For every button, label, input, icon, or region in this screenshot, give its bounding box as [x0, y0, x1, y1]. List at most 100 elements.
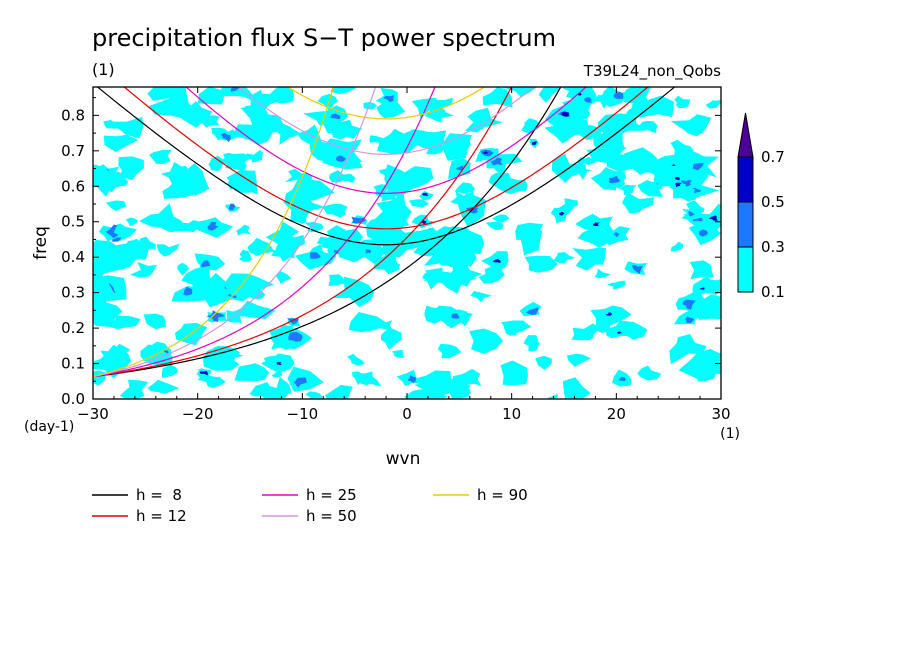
curve-symmetric-h12: [123, 87, 649, 230]
contour-fill-0.1: [437, 343, 462, 359]
chart-title: precipitation flux S−T power spectrum: [92, 24, 556, 52]
contour-fill-0.1: [232, 124, 274, 146]
contour-fill-0.1: [208, 155, 225, 172]
contour-fill-0.1: [485, 221, 504, 230]
contour-fill-0.1: [93, 370, 107, 386]
contour-fill-0.1: [670, 241, 684, 252]
contour-fill-0.3: [526, 307, 539, 315]
contour-fill-0.3: [455, 165, 464, 171]
contour-fill-0.1: [547, 393, 559, 399]
contour-fill-0.5: [421, 192, 429, 196]
contour-fill-0.1: [687, 183, 720, 200]
contour-fill-0.1: [492, 214, 510, 223]
x-axis-label: wvn: [386, 449, 421, 469]
contour-fill-0.1: [692, 276, 719, 297]
contour-fill-0.1: [183, 220, 200, 233]
contour-fill-0.3: [699, 229, 709, 237]
contour-fill-0.1: [323, 120, 363, 139]
contour-fill-0.3: [631, 264, 643, 275]
contour-fill-0.3: [618, 376, 627, 382]
contour-fill-0.1: [562, 98, 592, 122]
contour-fill-0.1: [147, 87, 189, 110]
contour-fill-0.1: [273, 123, 300, 145]
colorbar-label: 0.3: [761, 238, 785, 256]
contour-fill-0.1: [366, 209, 410, 246]
chart-subtitle-left: (1): [92, 60, 115, 79]
contour-fill-0.3: [221, 132, 231, 143]
contour-fill-0.5: [483, 151, 489, 154]
y-tick-label: 0.3: [61, 284, 85, 302]
contour-fill-0.1: [571, 323, 599, 341]
contour-fill-0.1: [496, 180, 519, 193]
contour-fill-0.1: [520, 230, 543, 256]
curve-symmetric-h90: [286, 87, 486, 120]
contour-fill-0.1: [566, 353, 591, 367]
contour-fill-0.5: [605, 312, 612, 317]
contour-fill-0.1: [247, 237, 275, 256]
contour-fill-0.1: [379, 167, 393, 179]
contour-fill-0.1: [330, 87, 356, 94]
contour-fill-0.1: [239, 249, 253, 262]
contour-fill-0.1: [677, 147, 694, 158]
contour-fill-0.1: [156, 243, 180, 257]
contour-fill-0.1: [270, 87, 295, 104]
contour-fill-0.1: [103, 134, 139, 152]
contour-fill-0.1: [689, 294, 721, 320]
contour-fill-0.1: [465, 107, 503, 133]
x-tick-label: 20: [607, 405, 626, 423]
chart-subtitle-right: T39L24_non_Qobs: [583, 62, 721, 81]
contour-fill-0.1: [151, 341, 168, 351]
contour-fill-0.1: [244, 105, 264, 115]
contour-fill-0.1: [686, 200, 705, 215]
contour-fill-0.1: [139, 203, 186, 233]
contour-fill-0.1: [594, 268, 611, 279]
contour-fill-0.1: [239, 89, 264, 102]
contour-fill-0.1: [111, 175, 128, 187]
y-tick-label: 0.0: [61, 390, 85, 408]
contour-fill-0.3: [207, 221, 219, 231]
contour-fill-0.3: [490, 157, 503, 166]
contour-fill-0.1: [639, 120, 658, 134]
contour-fill-0.1: [106, 200, 127, 211]
contour-fill-0.3: [310, 252, 321, 259]
contour-fill-0.1: [409, 199, 430, 208]
contour-fill-0.3: [228, 203, 236, 211]
contour-fill-0.1: [688, 368, 717, 382]
contour-fill-0.1: [524, 255, 558, 273]
x-tick-label: −30: [77, 405, 109, 423]
contour-fill-0.5: [492, 258, 501, 263]
x-tick-label: 0: [402, 405, 412, 423]
colorbar-segment: [737, 246, 754, 293]
contour-fill-0.5: [675, 182, 682, 188]
contour-fill-0.1: [105, 315, 141, 330]
y-axis-label: freq: [31, 226, 51, 260]
contour-fill-0.1: [305, 391, 323, 399]
colorbar-label: 0.1: [761, 283, 785, 301]
contour-fill-0.1: [93, 165, 110, 189]
contour-fill-0.5: [531, 141, 538, 146]
contour-fill-0.3: [692, 162, 704, 171]
contour-fill-0.1: [276, 376, 292, 394]
contour-fill-0.1: [572, 247, 607, 271]
contour-fill-0.1: [446, 377, 470, 399]
contour-fill-0.5: [593, 222, 600, 226]
contour-fill-0.1: [382, 188, 397, 202]
contour-fill-0.1: [423, 370, 452, 392]
contour-fill-0.1: [348, 312, 390, 333]
contour-fill-0.1: [363, 102, 378, 110]
contour-fill-0.1: [284, 196, 307, 207]
contour-fill-0.5: [616, 330, 623, 334]
contour-fill-0.1: [143, 313, 167, 330]
contour-fill-0.1: [177, 262, 189, 276]
contour-fill-0.1: [425, 269, 451, 283]
contour-fill-0.1: [619, 184, 637, 196]
contour-fill-0.3: [613, 92, 624, 99]
y-tick-label: 0.7: [61, 142, 85, 160]
contour-fill-0.1: [162, 177, 195, 199]
contour-fill-0.1: [672, 186, 697, 202]
contour-fill-0.3: [288, 332, 303, 342]
contour-fill-0.1: [149, 149, 172, 164]
contour-fill-0.3: [685, 316, 695, 324]
x-axis: −30 −20 −10 0 10 20 30: [77, 87, 731, 423]
